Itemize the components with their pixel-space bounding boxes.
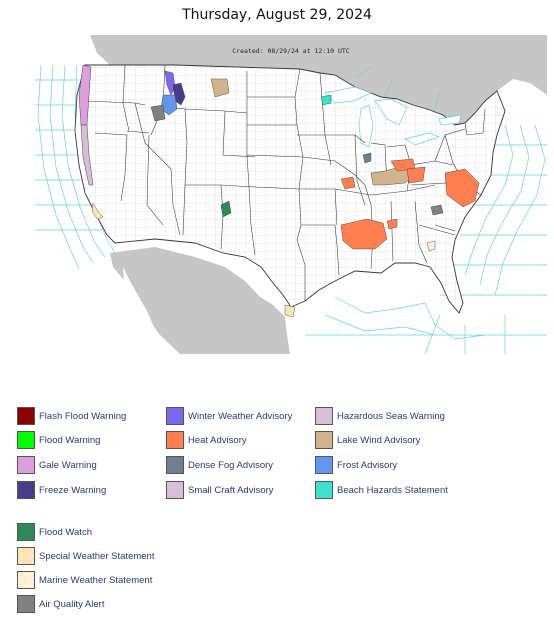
legend-swatch (315, 431, 333, 449)
legend-label: Flood Watch (39, 526, 92, 538)
county-grid (75, 65, 505, 313)
legend-item-flood-warning: Flood Warning (17, 430, 100, 450)
legend-label: Flash Flood Warning (39, 410, 127, 422)
legend-item-small-craft-advisory: Small Craft Advisory (166, 480, 274, 500)
dense-fog-advisory-il (362, 152, 372, 164)
heat-advisory-mo (340, 176, 356, 190)
air-quality-alert-id (150, 104, 166, 122)
marine-zone-lines (35, 64, 547, 354)
legend-label: Dense Fog Advisory (188, 459, 274, 471)
canada-region (90, 35, 547, 125)
legend-swatch (166, 407, 184, 425)
legend-label: Frost Advisory (337, 459, 398, 471)
legend-swatch (166, 431, 184, 449)
winter-weather-advisory-id (164, 70, 176, 96)
legend-label: Heat Advisory (188, 434, 247, 446)
legend-item-gale-warning: Gale Warning (17, 455, 97, 475)
us-hazards-map: Created: 08/29/24 at 12:10 UTC (35, 35, 547, 354)
legend-swatch (17, 547, 35, 565)
legend-item-freeze-warning: Freeze Warning (17, 480, 106, 500)
legend-label: Beach Hazards Statement (337, 484, 448, 496)
legend-item-flash-flood-warning: Flash Flood Warning (17, 406, 126, 426)
legend-swatch (315, 456, 333, 474)
legend-label: Freeze Warning (39, 484, 107, 496)
legend-item-hazardous-seas-warning: Hazardous Seas Warning (315, 406, 445, 426)
lake-wind-advisory-mt (210, 78, 230, 98)
heat-advisory-ga (386, 218, 398, 230)
mexico-region (110, 247, 290, 354)
legend-swatch (17, 431, 35, 449)
marine-weather-statement-ga (426, 240, 436, 252)
legend-item-lake-wind-advisory: Lake Wind Advisory (315, 430, 420, 450)
small-craft-advisory-pacific-nw (80, 124, 94, 186)
legend-item-flood-watch: Flood Watch (17, 522, 92, 542)
legend-swatch (166, 456, 184, 474)
legend-swatch (315, 407, 333, 425)
legend-item-frost-advisory: Frost Advisory (315, 455, 397, 475)
legend-label: Air Quality Alert (39, 598, 105, 610)
heat-advisory-nc (444, 168, 480, 208)
legend-label: Marine Weather Statement (39, 574, 153, 586)
created-timestamp: Created: 08/29/24 at 12:10 UTC (232, 47, 349, 55)
legend-swatch (315, 481, 333, 499)
legend-label: Special Weather Statement (39, 550, 155, 562)
beach-hazards-statement-mn (320, 94, 332, 106)
legend-swatch (17, 481, 35, 499)
heat-advisory-ms-al (340, 218, 388, 250)
great-lakes (324, 86, 462, 148)
legend-label: Winter Weather Advisory (188, 410, 293, 422)
hazards-map: Created: 08/29/24 at 12:10 UTC (35, 35, 547, 354)
legend-swatch (17, 407, 35, 425)
legend-label: Flood Warning (39, 434, 101, 446)
legend-label: Hazardous Seas Warning (337, 410, 445, 422)
legend-item-heat-advisory: Heat Advisory (166, 430, 247, 450)
legend-swatch (17, 456, 35, 474)
special-weather-statement-tx (284, 304, 296, 318)
gulf-of-california (123, 267, 153, 327)
page-title: Thursday, August 29, 2024 (182, 7, 372, 23)
legend-swatch (166, 481, 184, 499)
legend-swatch (17, 595, 35, 613)
heat-advisory-wv (406, 166, 426, 184)
air-quality-alert-sc (430, 204, 444, 216)
legend-item-marine-weather-statement: Marine Weather Statement (17, 570, 152, 590)
legend-item-beach-hazards-statement: Beach Hazards Statement (315, 480, 448, 500)
legend-item-air-quality-alert: Air Quality Alert (17, 594, 104, 614)
legend-label: Lake Wind Advisory (337, 434, 421, 446)
legend-swatch (17, 571, 35, 589)
legend-swatch (17, 523, 35, 541)
flood-watch-co (220, 200, 232, 218)
legend-label: Gale Warning (39, 459, 97, 471)
legend-item-dense-fog-advisory: Dense Fog Advisory (166, 455, 273, 475)
legend-label: Small Craft Advisory (188, 484, 274, 496)
state-boundaries (84, 64, 486, 301)
special-weather-statement-ca (91, 202, 104, 220)
legend-item-special-weather-statement: Special Weather Statement (17, 546, 154, 566)
legend-item-winter-weather-advisory: Winter Weather Advisory (166, 406, 292, 426)
